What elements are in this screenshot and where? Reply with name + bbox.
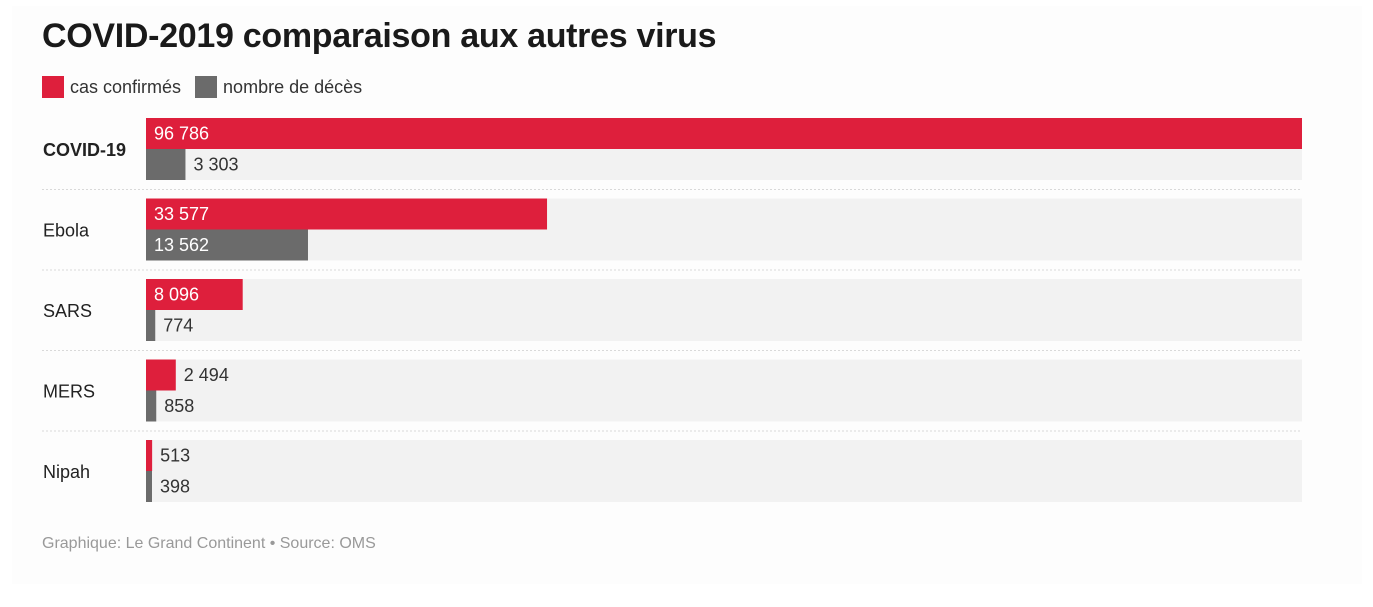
data-label-confirmed-sars: 8 096	[154, 285, 199, 305]
data-label-deaths-mers: 858	[164, 396, 194, 416]
bar-deaths-covid-19	[146, 149, 186, 180]
legend-swatch-deaths	[195, 76, 218, 98]
legend-item-confirmed-cases: cas confirmés	[42, 76, 181, 98]
bar-deaths-ebola	[146, 229, 308, 261]
bar-confirmed-ebola	[146, 198, 548, 230]
category-label-nipah: Nipah	[43, 462, 90, 482]
data-label-deaths-covid-19: 3 303	[193, 155, 238, 175]
bar-deaths-sars	[146, 310, 156, 341]
bar-confirmed-nipah	[146, 440, 153, 471]
data-label-deaths-sars: 774	[163, 316, 193, 336]
category-label-sars: SARS	[43, 301, 92, 321]
chart-title: COVID-2019 comparaison aux autres virus	[42, 17, 717, 55]
bar-confirmed-covid-19	[146, 118, 1302, 149]
bar-confirmed-sars	[146, 279, 243, 310]
bar-confirmed-mers	[146, 359, 176, 391]
legend-item-deaths: nombre de décès	[195, 76, 362, 98]
category-label-covid-19: COVID-19	[43, 140, 126, 160]
bar-track-sars	[146, 279, 1302, 341]
legend-label-deaths: nombre de décès	[223, 76, 363, 97]
data-label-confirmed-mers: 2 494	[184, 365, 229, 385]
chart-footer: Graphique: Le Grand Continent • Source: …	[42, 535, 376, 552]
data-label-confirmed-nipah: 513	[160, 446, 190, 466]
data-label-confirmed-covid-19: 96 786	[154, 124, 209, 144]
bar-deaths-mers	[146, 390, 157, 422]
chart-legend: cas confirmés nombre de décès	[42, 76, 376, 98]
category-label-mers: MERS	[43, 382, 95, 402]
bar-track-mers	[146, 359, 1302, 422]
bar-track-nipah	[146, 440, 1302, 502]
category-label-ebola: Ebola	[43, 221, 90, 241]
data-label-deaths-nipah: 398	[160, 477, 190, 497]
legend-label-confirmed-cases: cas confirmés	[70, 76, 182, 97]
bar-deaths-nipah	[146, 471, 152, 502]
data-label-confirmed-ebola: 33 577	[154, 204, 209, 224]
legend-swatch-confirmed-cases	[42, 76, 64, 98]
data-label-deaths-ebola: 13 562	[154, 235, 209, 255]
